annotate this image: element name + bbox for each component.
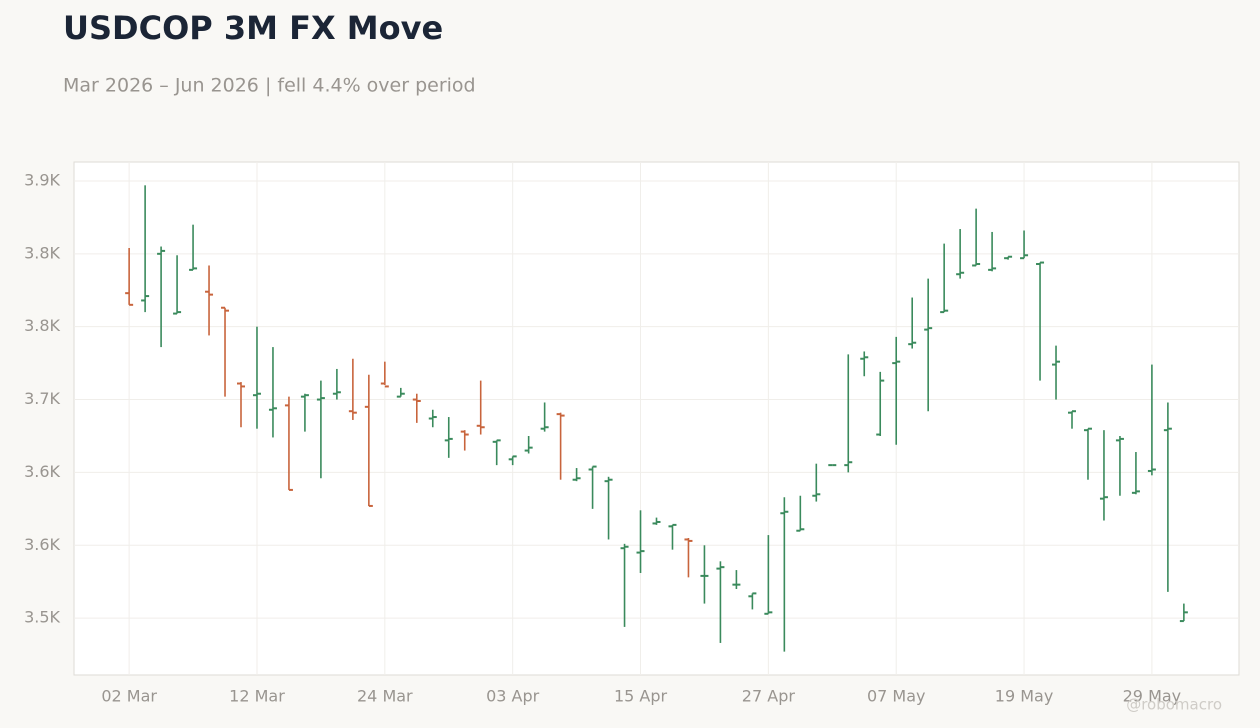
plot-area xyxy=(73,161,1240,676)
x-tick-label: 24 Mar xyxy=(357,687,413,706)
x-tick-label: 03 Apr xyxy=(486,687,540,706)
x-tick-label: 02 Mar xyxy=(101,687,157,706)
x-tick-label: 15 Apr xyxy=(614,687,668,706)
y-tick-label: 3.7K xyxy=(24,389,60,408)
y-tick-label: 3.6K xyxy=(24,462,60,481)
x-tick-label: 07 May xyxy=(867,687,926,706)
chart-title: USDCOP 3M FX Move xyxy=(63,9,443,47)
x-tick-label: 12 Mar xyxy=(229,687,285,706)
x-tick-label: 27 Apr xyxy=(742,687,796,706)
y-tick-label: 3.8K xyxy=(24,316,60,335)
y-tick-label: 3.9K xyxy=(24,170,60,189)
x-tick-label: 19 May xyxy=(995,687,1054,706)
y-tick-label: 3.6K xyxy=(24,535,60,554)
chart-subtitle: Mar 2026 – Jun 2026 | fell 4.4% over per… xyxy=(63,75,476,97)
y-tick-label: 3.8K xyxy=(24,243,60,262)
watermark: @robomacro xyxy=(1126,696,1222,714)
x-tick-label: 29 May xyxy=(1123,687,1182,706)
y-tick-label: 3.5K xyxy=(24,608,60,627)
